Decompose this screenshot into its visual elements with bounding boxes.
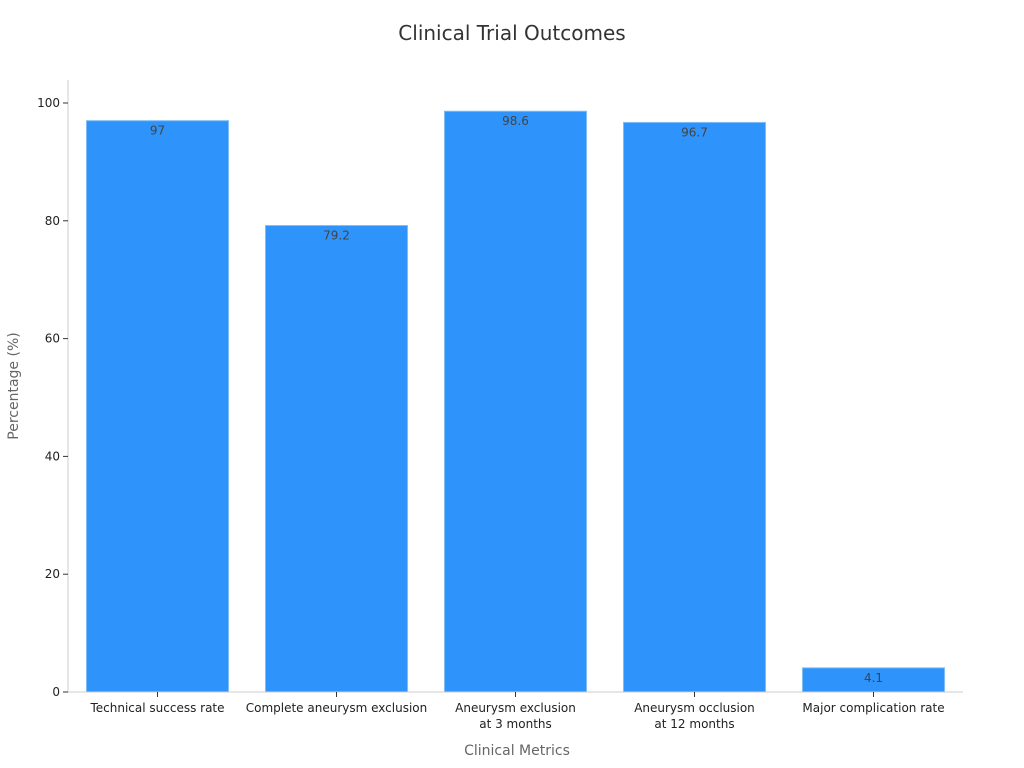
- y-tick-label: 100: [37, 96, 60, 110]
- bar: [802, 667, 945, 693]
- bar: [265, 225, 408, 693]
- bar-value-label: 97: [150, 124, 165, 138]
- x-ticks: Technical success rate Complete aneurysm …: [89, 692, 945, 731]
- x-tick-label: Complete aneurysm exclusion: [246, 701, 428, 715]
- bar-value-label: 96.7: [681, 125, 708, 139]
- bars-group: [86, 110, 945, 693]
- bar-value-labels: 97 79.2 98.6 96.7 4.1: [150, 114, 883, 685]
- y-tick-label: 80: [45, 214, 60, 228]
- y-axis-label: Percentage (%): [6, 332, 22, 439]
- x-tick-label: at 3 months: [479, 717, 552, 731]
- x-tick-label: Aneurysm exclusion: [455, 701, 576, 715]
- y-tick-label: 0: [52, 685, 60, 699]
- x-tick-label: Major complication rate: [802, 701, 944, 715]
- bar: [444, 110, 587, 693]
- y-tick-label: 60: [45, 332, 60, 346]
- bar: [623, 121, 766, 693]
- x-tick-label: Technical success rate: [89, 701, 224, 715]
- y-ticks: 0 20 40 60 80 100: [37, 96, 68, 699]
- y-tick-label: 40: [45, 449, 60, 463]
- x-tick-label: at 12 months: [654, 717, 734, 731]
- bar-value-label: 4.1: [864, 671, 883, 685]
- y-tick-label: 20: [45, 567, 60, 581]
- bar-value-label: 98.6: [502, 114, 529, 128]
- x-axis-label: Clinical Metrics: [464, 743, 570, 759]
- bar-value-label: 79.2: [323, 229, 350, 243]
- x-tick-label: Aneurysm occlusion: [634, 701, 755, 715]
- bar: [86, 120, 229, 693]
- chart-title: Clinical Trial Outcomes: [398, 21, 625, 45]
